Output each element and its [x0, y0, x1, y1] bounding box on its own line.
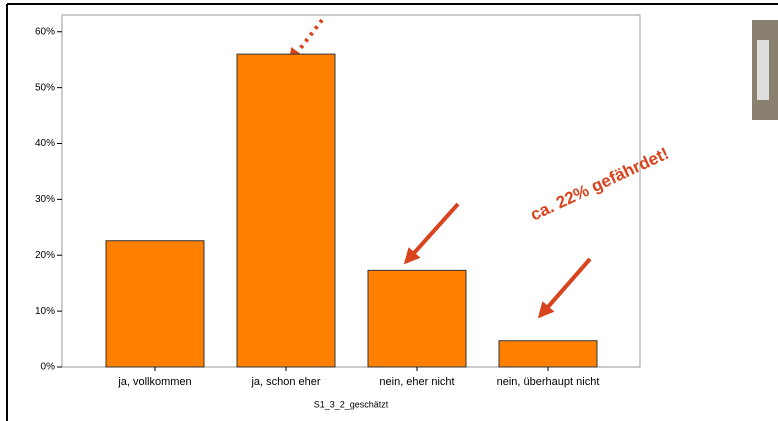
arrow: [537, 257, 592, 319]
y-tick-label: 10%: [35, 306, 55, 317]
arrows: [288, 18, 592, 319]
arrow: [288, 18, 324, 65]
y-tick-label: 30%: [35, 194, 55, 205]
y-tick-label: 20%: [35, 250, 55, 261]
x-tick-label: ja, schon eher: [250, 376, 320, 388]
x-tick-label: ja, vollkommen: [117, 376, 191, 388]
plot-area: [61, 14, 641, 368]
bar: [498, 340, 598, 368]
bar: [367, 269, 467, 368]
y-tick-label: 60%: [35, 26, 55, 37]
bar: [236, 53, 336, 368]
x-tick-label: nein, eher nicht: [379, 376, 454, 388]
y-tick-label: 50%: [35, 82, 55, 93]
arrow: [403, 202, 460, 265]
x-tick-label: nein, überhaupt nicht: [497, 376, 600, 388]
annotation: ca. 22% gefährdet!: [527, 144, 671, 225]
y-tick-label: 0%: [41, 362, 56, 373]
photo-detail: [757, 40, 769, 100]
bar: [105, 240, 205, 368]
y-tick-label: 40%: [35, 138, 55, 149]
x-axis-label: S1_3_2_geschätzt: [314, 399, 389, 409]
